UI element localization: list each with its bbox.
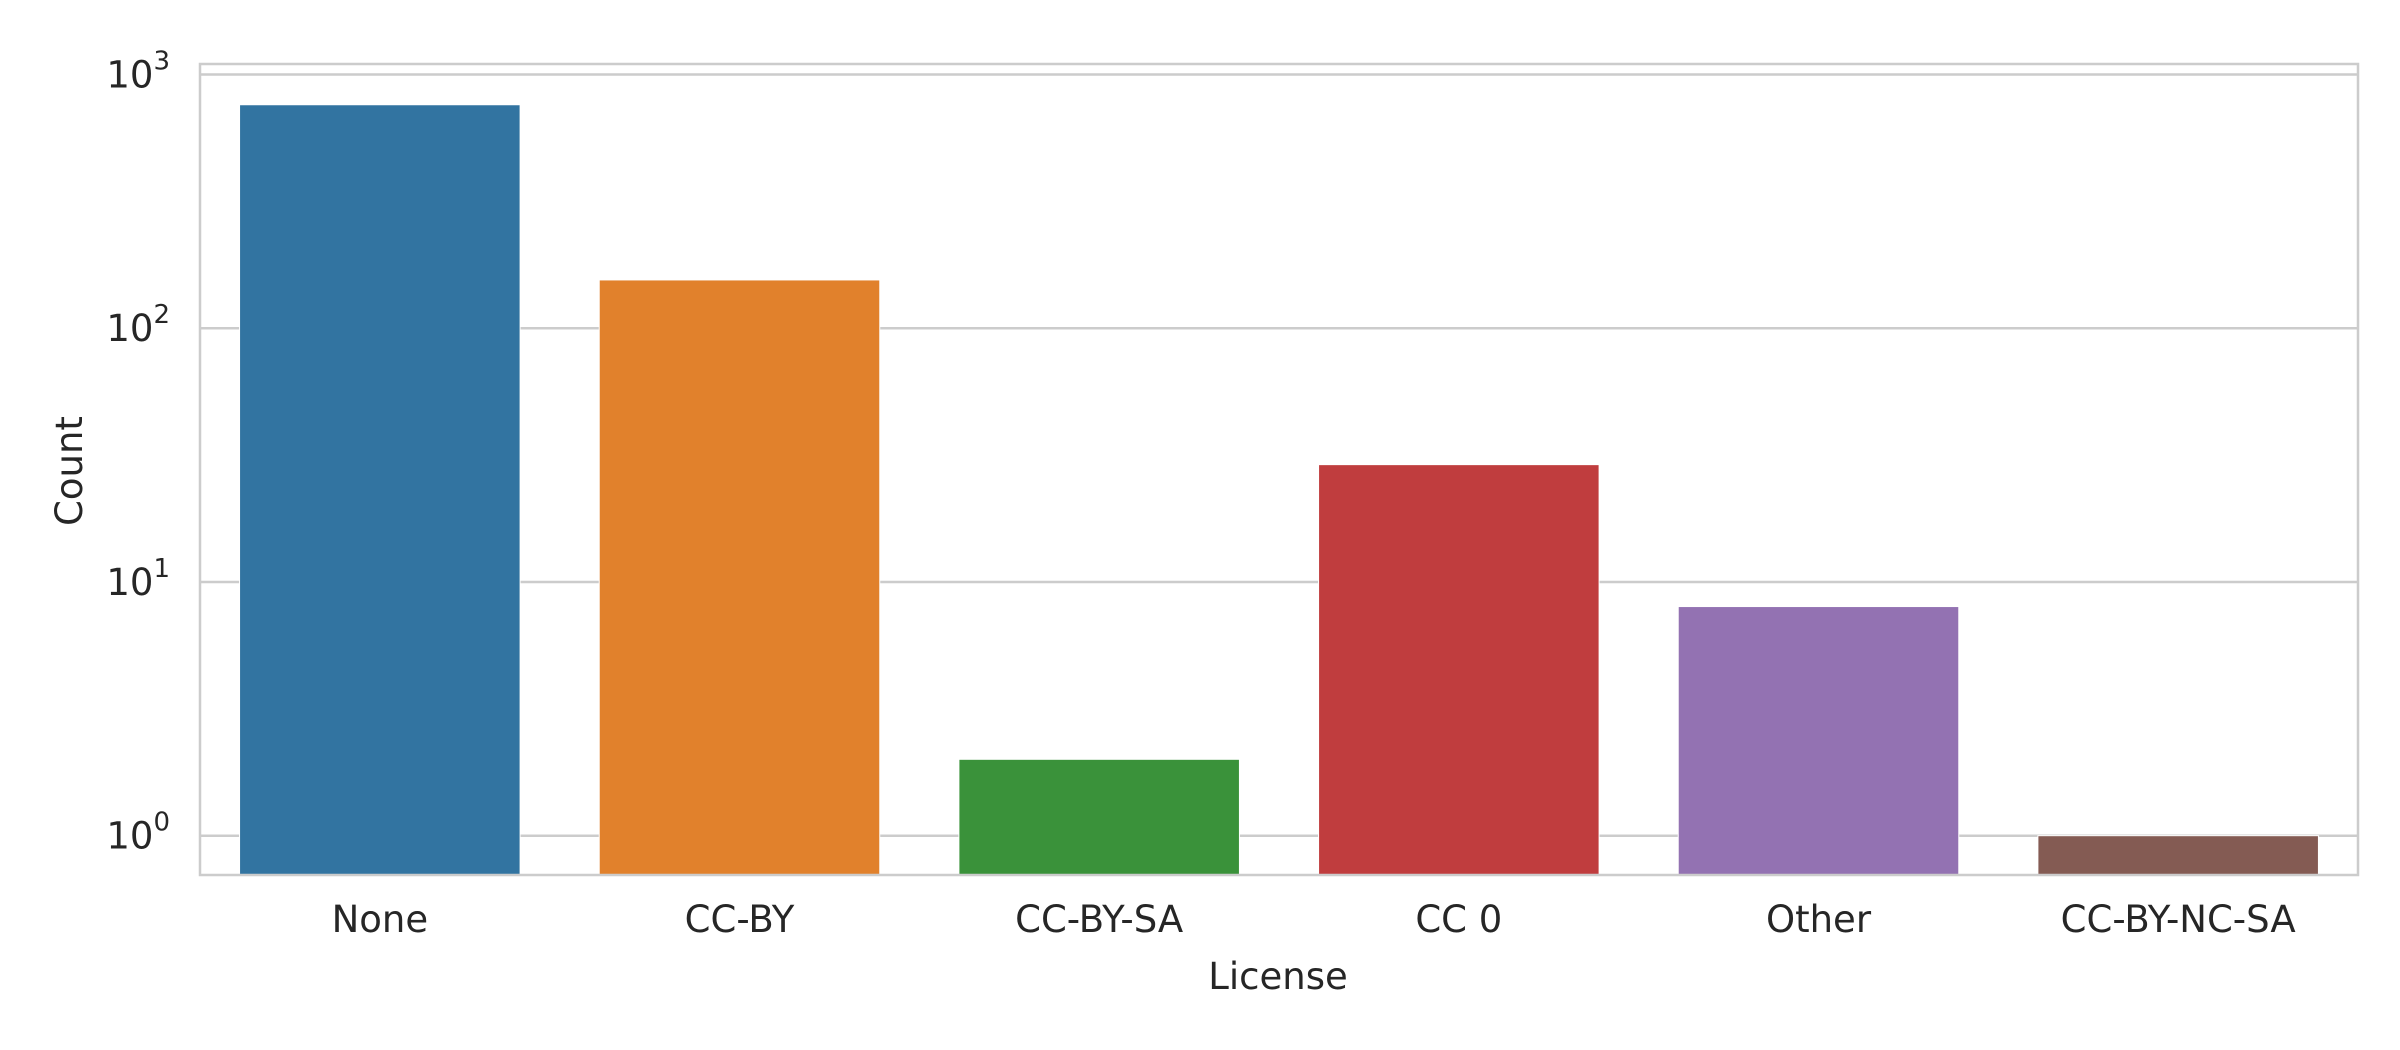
y-tick-label: 102 bbox=[106, 300, 170, 350]
y-tick-exponent: 0 bbox=[153, 808, 170, 838]
y-tick-base: 10 bbox=[106, 54, 153, 97]
y-tick-exponent: 1 bbox=[153, 554, 170, 584]
y-tick-label: 100 bbox=[106, 808, 170, 858]
bars bbox=[239, 104, 2319, 876]
y-tick-label: 101 bbox=[106, 554, 170, 604]
plot-frame bbox=[198, 62, 2360, 877]
bar-none bbox=[239, 104, 521, 876]
y-tick-base: 10 bbox=[106, 307, 153, 350]
bar-cc-by-sa bbox=[958, 758, 1240, 876]
y-axis-label: Count bbox=[48, 416, 91, 526]
x-tick-label: CC-BY-SA bbox=[1015, 898, 1183, 941]
bar-other bbox=[1677, 606, 1960, 876]
y-tick-exponent: 2 bbox=[153, 300, 170, 330]
x-tick-labels: None CC-BY CC-BY-SA CC 0 Other CC-BY-NC-SA bbox=[332, 898, 2296, 941]
bar-cc-by-nc-sa bbox=[2037, 835, 2319, 876]
x-tick-label: None bbox=[332, 898, 429, 941]
bar-cc-0 bbox=[1318, 464, 1600, 876]
bar-cc-by bbox=[598, 279, 881, 876]
grid-lines bbox=[200, 73, 2358, 837]
y-tick-label: 103 bbox=[106, 47, 170, 97]
y-tick-base: 10 bbox=[106, 561, 153, 604]
x-tick-label: CC-BY bbox=[685, 898, 795, 941]
x-tick-label: Other bbox=[1766, 898, 1872, 941]
x-tick-label: CC 0 bbox=[1415, 898, 1502, 941]
y-tick-exponent: 3 bbox=[153, 47, 170, 77]
y-tick-base: 10 bbox=[106, 815, 153, 858]
x-axis-label: License bbox=[1208, 955, 1348, 998]
x-tick-label: CC-BY-NC-SA bbox=[2061, 898, 2296, 941]
